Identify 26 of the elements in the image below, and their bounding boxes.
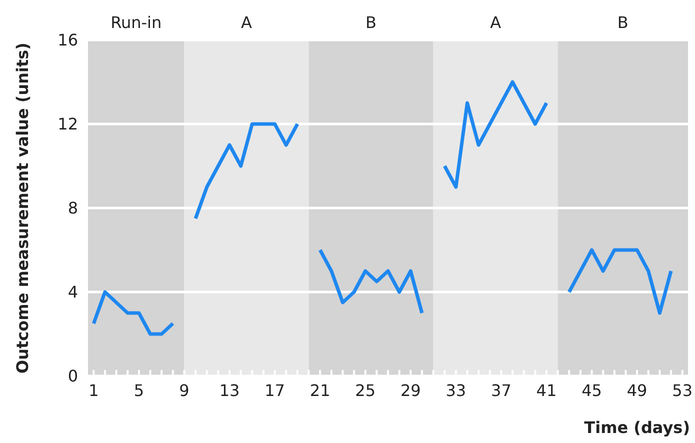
band-label: B [617, 13, 628, 32]
x-tick-label: 9 [179, 381, 190, 400]
x-tick-label: 17 [264, 381, 285, 400]
band-label: Run-in [110, 13, 162, 32]
y-tick-label: 8 [68, 198, 78, 218]
x-axis-title: Time (days) [584, 418, 690, 437]
y-tick-label: 0 [68, 366, 78, 386]
x-tick-label: 33 [446, 381, 466, 400]
x-tick-label: 25 [355, 381, 376, 400]
band-label: A [241, 13, 252, 32]
x-tick-label: 45 [582, 381, 602, 400]
x-tick-label: 37 [491, 381, 512, 400]
band-label: A [490, 13, 502, 32]
x-tick-label: 53 [672, 381, 693, 400]
x-tick-label: 13 [219, 381, 240, 400]
y-axis-title: Outcome measurement value (units) [13, 42, 32, 374]
x-tick-label: 29 [400, 381, 421, 400]
x-tick-label: 21 [310, 381, 330, 400]
x-tick-label: 41 [536, 381, 557, 400]
y-tick-label: 16 [58, 30, 78, 50]
y-tick-label: 12 [58, 114, 78, 134]
x-tick-label: 49 [626, 381, 648, 400]
x-tick-label: 5 [134, 381, 144, 400]
band-label: B [366, 13, 377, 32]
x-tick-label: 1 [88, 381, 99, 400]
y-tick-label: 4 [68, 282, 78, 302]
